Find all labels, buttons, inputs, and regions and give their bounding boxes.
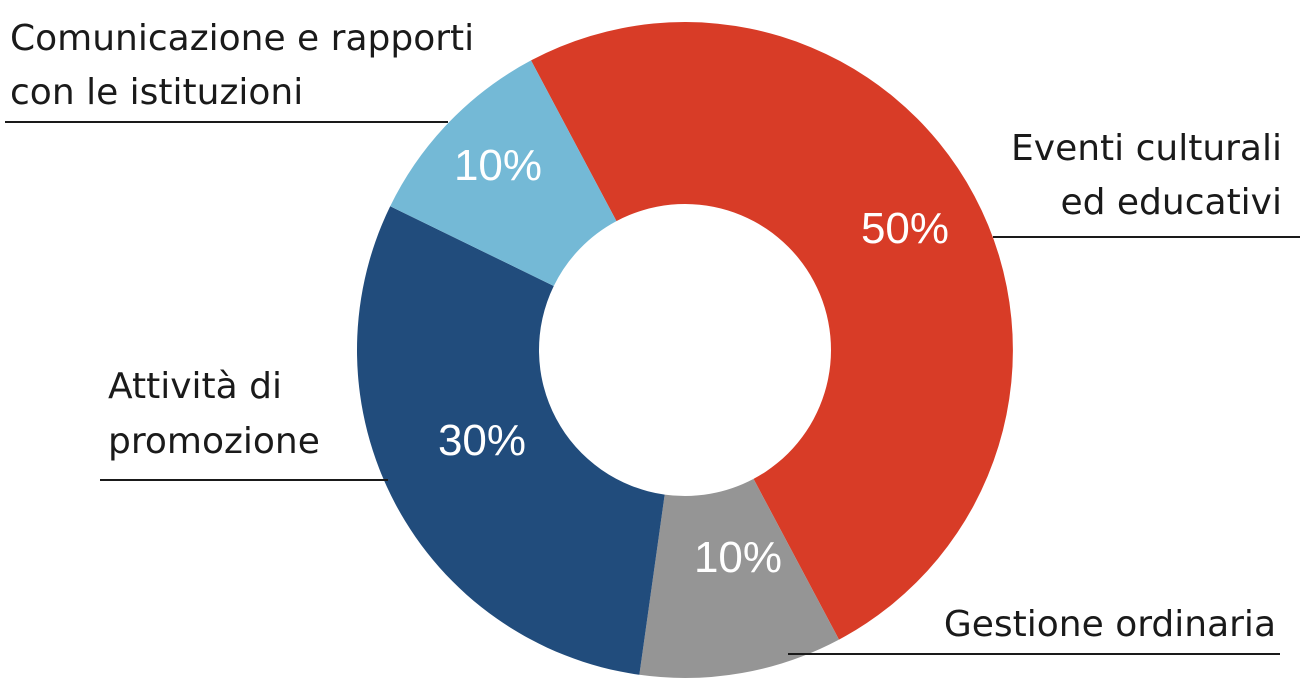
slice-eventi-culturali-ed-educativi bbox=[531, 22, 1013, 640]
category-label-eventi-culturali-ed-educativi-line-2: ed educativi bbox=[1060, 182, 1282, 223]
value-label-gestione-ordinaria: 10% bbox=[694, 533, 782, 582]
category-label-comunicazione-e-rapporti-con-le-istituzioni-line-2: con le istituzioni bbox=[10, 72, 303, 113]
value-label-attivit-di-promozione: 30% bbox=[438, 416, 526, 465]
category-label-gestione-ordinaria-line-1: Gestione ordinaria bbox=[944, 604, 1276, 645]
category-label-attivit-di-promozione-line-1: Attività di bbox=[108, 366, 282, 407]
category-label-attivit-di-promozione-line-2: promozione bbox=[108, 421, 320, 462]
slice-comunicazione-e-rapporti-con-le-istituzioni bbox=[390, 60, 617, 286]
value-label-comunicazione-e-rapporti-con-le-istituzioni: 10% bbox=[454, 141, 542, 190]
slice-attivit-di-promozione bbox=[357, 206, 665, 675]
value-label-eventi-culturali-ed-educativi: 50% bbox=[861, 204, 949, 253]
slice-gestione-ordinaria bbox=[639, 478, 839, 678]
category-label-eventi-culturali-ed-educativi-line-1: Eventi culturali bbox=[1011, 128, 1282, 169]
category-label-comunicazione-e-rapporti-con-le-istituzioni-line-1: Comunicazione e rapporti bbox=[10, 18, 474, 59]
